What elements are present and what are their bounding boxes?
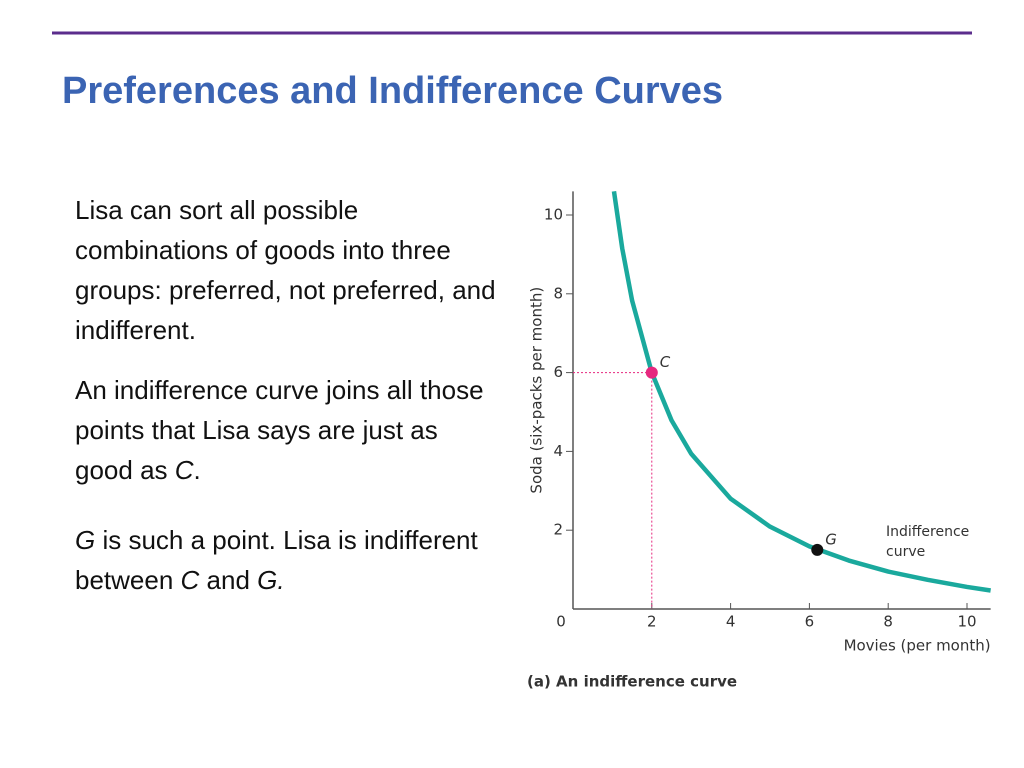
text-run: G	[75, 525, 96, 555]
x-tick-label: 4	[726, 613, 736, 631]
indifference-curve	[611, 191, 991, 593]
y-tick-label: 4	[553, 442, 563, 460]
paragraph: G is such a point. Lisa is indifferent b…	[75, 520, 500, 600]
x-tick-label: 0	[556, 613, 566, 631]
paragraph: Lisa can sort all possible combinations …	[75, 190, 500, 350]
text-run: G.	[257, 565, 285, 595]
text-run: .	[193, 455, 201, 485]
text-run: Lisa can sort all possible combinations …	[75, 195, 496, 345]
x-tick-label: 2	[647, 613, 657, 631]
y-tick-label: 10	[544, 206, 563, 224]
x-axis-label: Movies (per month)	[844, 637, 991, 655]
text-run: and	[199, 565, 258, 595]
point-label: C	[660, 353, 671, 371]
text-run: C	[174, 455, 194, 485]
curve-label: Indifference curve	[886, 524, 970, 560]
x-tick-label: 10	[957, 613, 976, 631]
slide-title: Preferences and Indifference Curves	[62, 70, 724, 112]
point	[645, 366, 658, 379]
point-label: G	[825, 530, 837, 548]
y-tick-label: 6	[553, 363, 563, 381]
y-axis-label: Soda (six-packs per month)	[528, 287, 546, 494]
x-tick-label: 6	[805, 613, 815, 631]
text-run: An indifference curve joins all those po…	[75, 375, 484, 485]
caption: (a) An indifference curve	[527, 673, 737, 691]
text-run: C	[180, 565, 200, 595]
point	[811, 543, 824, 556]
x-tick-label: 8	[883, 613, 893, 631]
paragraph: An indifference curve joins all those po…	[75, 370, 500, 490]
text-run: is such a point. Lisa is indifferent bet…	[75, 525, 478, 595]
y-tick-label: 2	[553, 521, 563, 539]
y-tick-label: 8	[553, 284, 563, 302]
